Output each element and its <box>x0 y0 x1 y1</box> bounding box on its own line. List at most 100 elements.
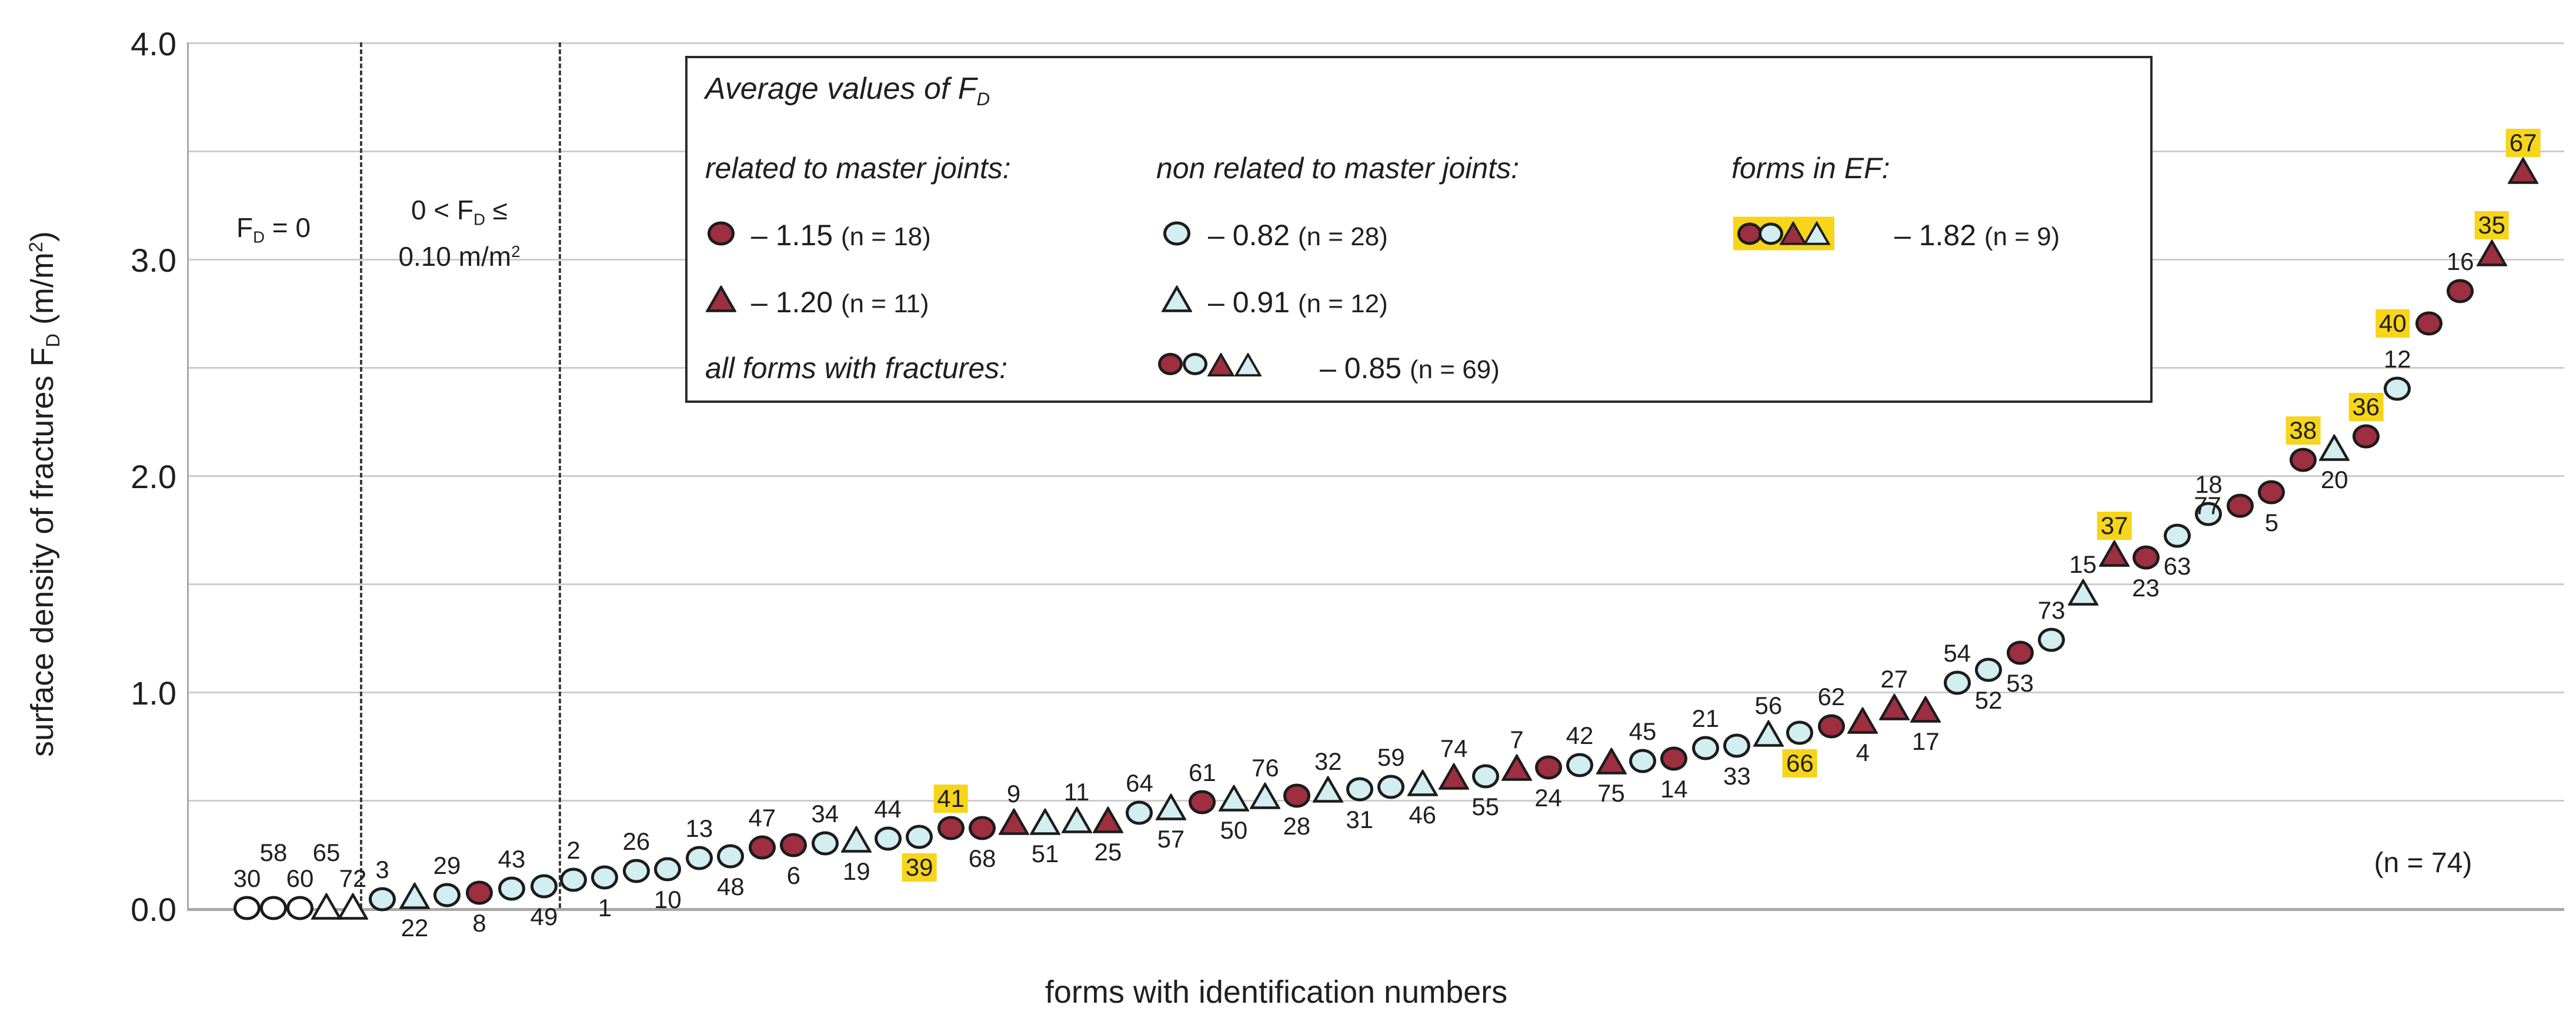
data-point-nmj-circle <box>654 857 682 882</box>
mj-circle-average: – 1.15 <box>751 219 833 252</box>
point-id-label: 27 <box>1880 665 1908 693</box>
legend-title: Average values of FD <box>705 71 990 110</box>
data-point-mj-circle <box>2352 424 2380 449</box>
data-point-nmj-triangle <box>840 825 873 856</box>
zone1-text: F <box>236 212 253 243</box>
y-tick-label: 2.0 <box>131 458 176 495</box>
data-point-mj-circle <box>1660 746 1688 771</box>
x-axis-baseline <box>187 908 2564 911</box>
point-id-label: 57 <box>1157 825 1185 853</box>
y-axis-title-unit-close: ) <box>24 231 60 242</box>
point-id-label: 49 <box>530 903 558 931</box>
zone-boundary-dashed-line <box>360 42 362 908</box>
point-id-label: 58 <box>259 839 288 866</box>
data-point-mj-triangle <box>1501 753 1533 785</box>
data-point-nmj-circle <box>1943 670 1971 695</box>
nmj-circle-average: – 0.82 <box>1208 219 1290 252</box>
red-circle-icon <box>1158 353 1183 380</box>
point-id-label: 34 <box>811 799 839 827</box>
point-id-label: 31 <box>1346 805 1374 833</box>
point-id-label: 4 <box>1856 738 1870 766</box>
point-id-label: 2 <box>566 836 580 865</box>
point-id-label: 51 <box>1031 840 1059 868</box>
data-point-nmj-triangle <box>1155 792 1187 823</box>
data-point-mj-triangle <box>2507 156 2540 187</box>
point-id-label: 12 <box>2383 345 2411 373</box>
y-tick-label: 0.0 <box>131 891 176 928</box>
zone-label-fd-zero: FD = 0 <box>187 212 360 253</box>
point-id-label: 48 <box>716 872 745 900</box>
point-id-label: 30 <box>233 865 261 892</box>
point-id-label: 61 <box>1189 758 1216 786</box>
legend-col2-header: non related to master joints: <box>1156 152 1519 185</box>
legend-box: Average values of FD related to master j… <box>685 56 2153 403</box>
point-id-label: 28 <box>1283 812 1311 840</box>
point-id-label: 7 <box>1510 726 1524 754</box>
zone2-line2: 0.10 m/m2 <box>366 236 553 272</box>
zone2-line1: 0 < FD ≤ <box>366 194 553 236</box>
ef-count: (n = 9) <box>1984 222 2060 251</box>
point-id-label: 74 <box>1440 735 1468 763</box>
data-point-nmj-circle <box>1471 764 1499 789</box>
point-id-label: 60 <box>286 865 314 892</box>
legend-row3-header: all forms with fractures: <box>705 352 1008 385</box>
data-point-nmj-triangle <box>399 881 431 912</box>
point-id-label: 3 <box>375 856 389 884</box>
point-id-label: 22 <box>401 913 429 942</box>
point-id-label: 18 <box>2195 470 2223 499</box>
point-id-label: 23 <box>2132 573 2160 602</box>
point-id-label: 11 <box>1063 777 1090 806</box>
zone1-subscript: D <box>253 228 265 246</box>
zone2-l1b: ≤ <box>485 195 508 225</box>
data-point-nmj-circle <box>1566 753 1594 777</box>
data-point-nmj-circle <box>1629 749 1656 773</box>
point-id-label: 65 <box>312 839 341 866</box>
data-point-nmj-triangle <box>1217 783 1250 815</box>
point-id-label: 75 <box>1597 779 1625 807</box>
data-point-mj-triangle <box>1092 805 1124 836</box>
blue-triangle-icon <box>1161 284 1193 316</box>
data-point-nmj-triangle <box>1029 807 1061 839</box>
data-point-nmj-circle <box>1691 736 1719 760</box>
all-forms-average: – 0.85 <box>1320 352 1402 385</box>
gridline <box>187 475 2564 477</box>
data-point-open-triangle <box>311 892 342 923</box>
all-forms-count: (n = 69) <box>1409 355 1500 384</box>
mj-triangle-count: (n = 11) <box>840 289 929 318</box>
y-axis-title-subscript: D <box>42 333 64 348</box>
point-id-label-highlighted: 67 <box>2505 128 2541 157</box>
data-point-nmj-triangle <box>1406 769 1439 800</box>
data-point-nmj-triangle <box>1752 719 1784 750</box>
point-id-label: 68 <box>968 844 996 872</box>
data-point-mj-circle <box>937 816 965 840</box>
zone-boundary-dashed-line <box>559 42 561 908</box>
data-point-nmj-circle <box>1377 775 1405 799</box>
point-id-label: 20 <box>2320 465 2348 493</box>
point-id-label: 62 <box>1817 682 1846 710</box>
point-id-label: 52 <box>1974 686 2003 715</box>
y-axis-title: surface density of fractures FD (m/m2) <box>24 231 64 757</box>
zone2-subscript: D <box>473 210 485 229</box>
data-point-nmj-circle <box>717 844 745 869</box>
blue-triangle-icon <box>1803 221 1830 246</box>
point-id-label: 72 <box>339 865 367 892</box>
data-point-nmj-triangle <box>1312 775 1344 806</box>
legend-nmj-circle-entry: – 0.82 (n = 28) <box>1208 218 1388 252</box>
blue-circle-icon <box>1759 222 1783 245</box>
point-id-label: 1 <box>598 894 612 922</box>
data-point-nmj-circle <box>622 859 650 883</box>
point-id-label: 17 <box>1911 727 1940 756</box>
nmj-circle-count: (n = 28) <box>1297 222 1388 251</box>
point-id-label-highlighted: 39 <box>902 853 937 882</box>
ef-average: – 1.82 <box>1894 219 1977 252</box>
point-id-label: 14 <box>1660 775 1688 803</box>
nmj-triangle-count: (n = 12) <box>1297 289 1388 318</box>
data-point-nmj-circle <box>2384 376 2411 401</box>
x-axis-title: forms with identification numbers <box>1045 974 1508 1010</box>
data-point-mj-triangle <box>1878 693 1910 724</box>
data-point-mj-triangle <box>2098 539 2130 570</box>
point-id-label: 33 <box>1723 762 1751 790</box>
y-axis-title-unit: (m/m <box>24 252 60 334</box>
point-id-label: 43 <box>498 845 526 873</box>
data-point-nmj-circle <box>811 831 839 856</box>
